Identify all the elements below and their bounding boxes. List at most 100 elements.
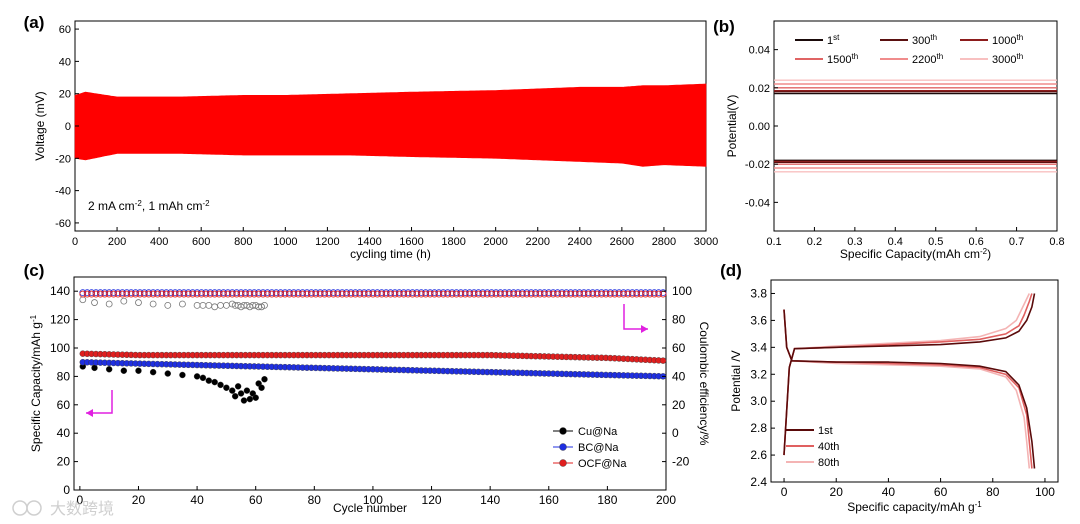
ce-point-OCF@Na (492, 290, 500, 298)
ce-point-OCF@Na (329, 290, 337, 298)
ce-point-OCF@Na (444, 290, 452, 298)
ce-point-OCF@Na (343, 290, 350, 298)
ce-point-OCF@Na (431, 290, 438, 298)
ce-point-OCF@Na (268, 290, 276, 298)
capacity-point-Cu@Na (193, 373, 201, 380)
ce-point-OCF@Na (351, 290, 359, 298)
ce-point-OCF@Na (540, 290, 548, 298)
ce-point-OCF@Na (277, 290, 285, 298)
ce-point-OCF@Na (466, 290, 474, 298)
ce-point-Cu@Na (205, 301, 213, 309)
ce-point-OCF@Na (228, 290, 236, 298)
capacity-point-Cu@Na (246, 395, 254, 403)
ce-point-OCF@Na (475, 290, 482, 298)
ce-point-OCF@Na (154, 290, 161, 298)
ce-point-OCF@Na (237, 290, 245, 298)
ce-point-OCF@Na (470, 290, 478, 298)
y2-tick-label-c: 40 (672, 369, 686, 383)
y-tick-label-a: 60 (59, 24, 71, 36)
x-tick-label-d: 0 (781, 485, 788, 499)
x-tick-label-a: 2400 (568, 236, 592, 248)
ce-point-OCF@Na (584, 290, 592, 298)
ce-point-OCF@Na (110, 290, 117, 298)
plot-frame-b (773, 20, 1058, 232)
x-tick-label-c: 100 (363, 493, 383, 507)
ce-point-OCF@Na (650, 290, 658, 298)
x-tick-label-d: 40 (882, 485, 896, 499)
ce-point-OCF@Na (593, 290, 601, 298)
y2-tick-label-c: -20 (672, 455, 690, 469)
legend-marker-c-Cu@Na (559, 427, 567, 435)
ce-point-Cu@Na (91, 299, 98, 306)
x-tick-label-a: 2800 (652, 236, 676, 248)
legend-label-b-1st: 1st (827, 33, 840, 48)
arrow-right-head-c (641, 325, 648, 333)
ce-point-Cu@Na (149, 300, 157, 308)
ce-point-OCF@Na (501, 290, 509, 298)
y-tick-label-b: 0.04 (749, 45, 770, 57)
ce-point-OCF@Na (132, 290, 139, 298)
discharge-curve-1st (783, 309, 1036, 469)
watermark: 大数跨境 (50, 499, 114, 518)
x-tick-label-c: 0 (77, 493, 84, 507)
x-tick-label-a: 1400 (357, 236, 381, 248)
y-tick-label-c: 80 (57, 369, 71, 383)
x-tick-label-d: 20 (830, 485, 844, 499)
ce-point-OCF@Na (404, 290, 412, 298)
ce-point-OCF@Na (602, 290, 610, 298)
panel-label-a: (a) (24, 13, 45, 32)
ce-point-OCF@Na (162, 290, 170, 298)
ce-point-OCF@Na (439, 290, 447, 298)
ce-point-OCF@Na (567, 290, 575, 298)
ce-point-OCF@Na (497, 290, 504, 298)
ce-point-OCF@Na (321, 290, 328, 298)
y-tick-label-a: 20 (59, 89, 71, 101)
ce-point-Cu@Na (211, 303, 219, 311)
legend-label-b-3000th: 3000th (992, 52, 1023, 67)
ce-point-OCF@Na (140, 290, 148, 298)
ce-point-OCF@Na (615, 290, 623, 298)
legend-label-b-1000th: 1000th (992, 33, 1023, 48)
ce-point-OCF@Na (259, 290, 267, 298)
ce-point-OCF@Na (606, 290, 614, 298)
ce-point-Cu@Na (261, 301, 268, 309)
ce-point-OCF@Na (549, 290, 557, 298)
x-tick-label-b: 0.1 (766, 236, 781, 248)
ce-point-OCF@Na (483, 290, 491, 298)
capacity-point-Cu@Na (229, 387, 236, 394)
ce-point-Cu@Na (79, 296, 87, 304)
ce-point-OCF@Na (145, 290, 153, 298)
arrow-left-c (86, 390, 113, 414)
y-axis-label-c: Specific Capacity/mAh g-1 (29, 314, 44, 452)
ce-point-Cu@Na (105, 300, 113, 308)
x-tick-label-b: 0.3 (847, 236, 862, 248)
ce-point-OCF@Na (171, 290, 179, 298)
ce-point-OCF@Na (426, 290, 434, 298)
x-tick-label-d: 100 (1035, 485, 1055, 499)
x-tick-label-a: 2200 (525, 236, 549, 248)
capacity-point-Cu@Na (149, 368, 157, 376)
ce-point-OCF@Na (448, 290, 456, 298)
ce-point-OCF@Na (127, 290, 135, 298)
ce-point-Cu@Na (164, 301, 172, 309)
ce-point-OCF@Na (580, 290, 588, 298)
x-tick-label-a: 1800 (441, 236, 465, 248)
legend-label-d-1st: 1st (818, 425, 833, 437)
ce-point-OCF@Na (571, 290, 579, 298)
ce-point-OCF@Na (105, 290, 113, 298)
capacity-point-Cu@Na (258, 384, 265, 391)
ce-point-OCF@Na (264, 290, 271, 298)
panel-label-d: (d) (720, 261, 742, 280)
x-tick-label-a: 200 (108, 236, 126, 248)
ce-point-OCF@Na (488, 290, 496, 298)
ce-point-OCF@Na (316, 290, 324, 298)
ce-point-OCF@Na (255, 290, 263, 298)
ce-point-OCF@Na (118, 290, 126, 298)
panel-label-c: (c) (24, 261, 45, 280)
x-tick-label-c: 160 (539, 493, 559, 507)
ce-point-OCF@Na (272, 290, 280, 298)
ce-point-OCF@Na (554, 290, 561, 298)
ce-point-OCF@Na (562, 290, 570, 298)
capacity-point-Cu@Na (243, 387, 251, 394)
